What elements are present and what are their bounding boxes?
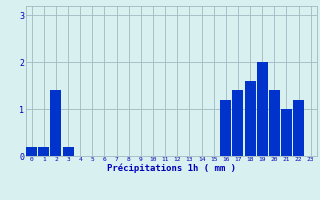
Bar bbox=[257, 62, 268, 156]
Bar bbox=[38, 147, 49, 156]
Bar bbox=[232, 90, 244, 156]
Bar bbox=[63, 147, 74, 156]
Bar bbox=[244, 81, 256, 156]
X-axis label: Précipitations 1h ( mm ): Précipitations 1h ( mm ) bbox=[107, 164, 236, 173]
Bar bbox=[26, 147, 37, 156]
Bar bbox=[293, 100, 304, 156]
Bar bbox=[269, 90, 280, 156]
Bar bbox=[281, 109, 292, 156]
Bar bbox=[220, 100, 231, 156]
Bar bbox=[51, 90, 61, 156]
